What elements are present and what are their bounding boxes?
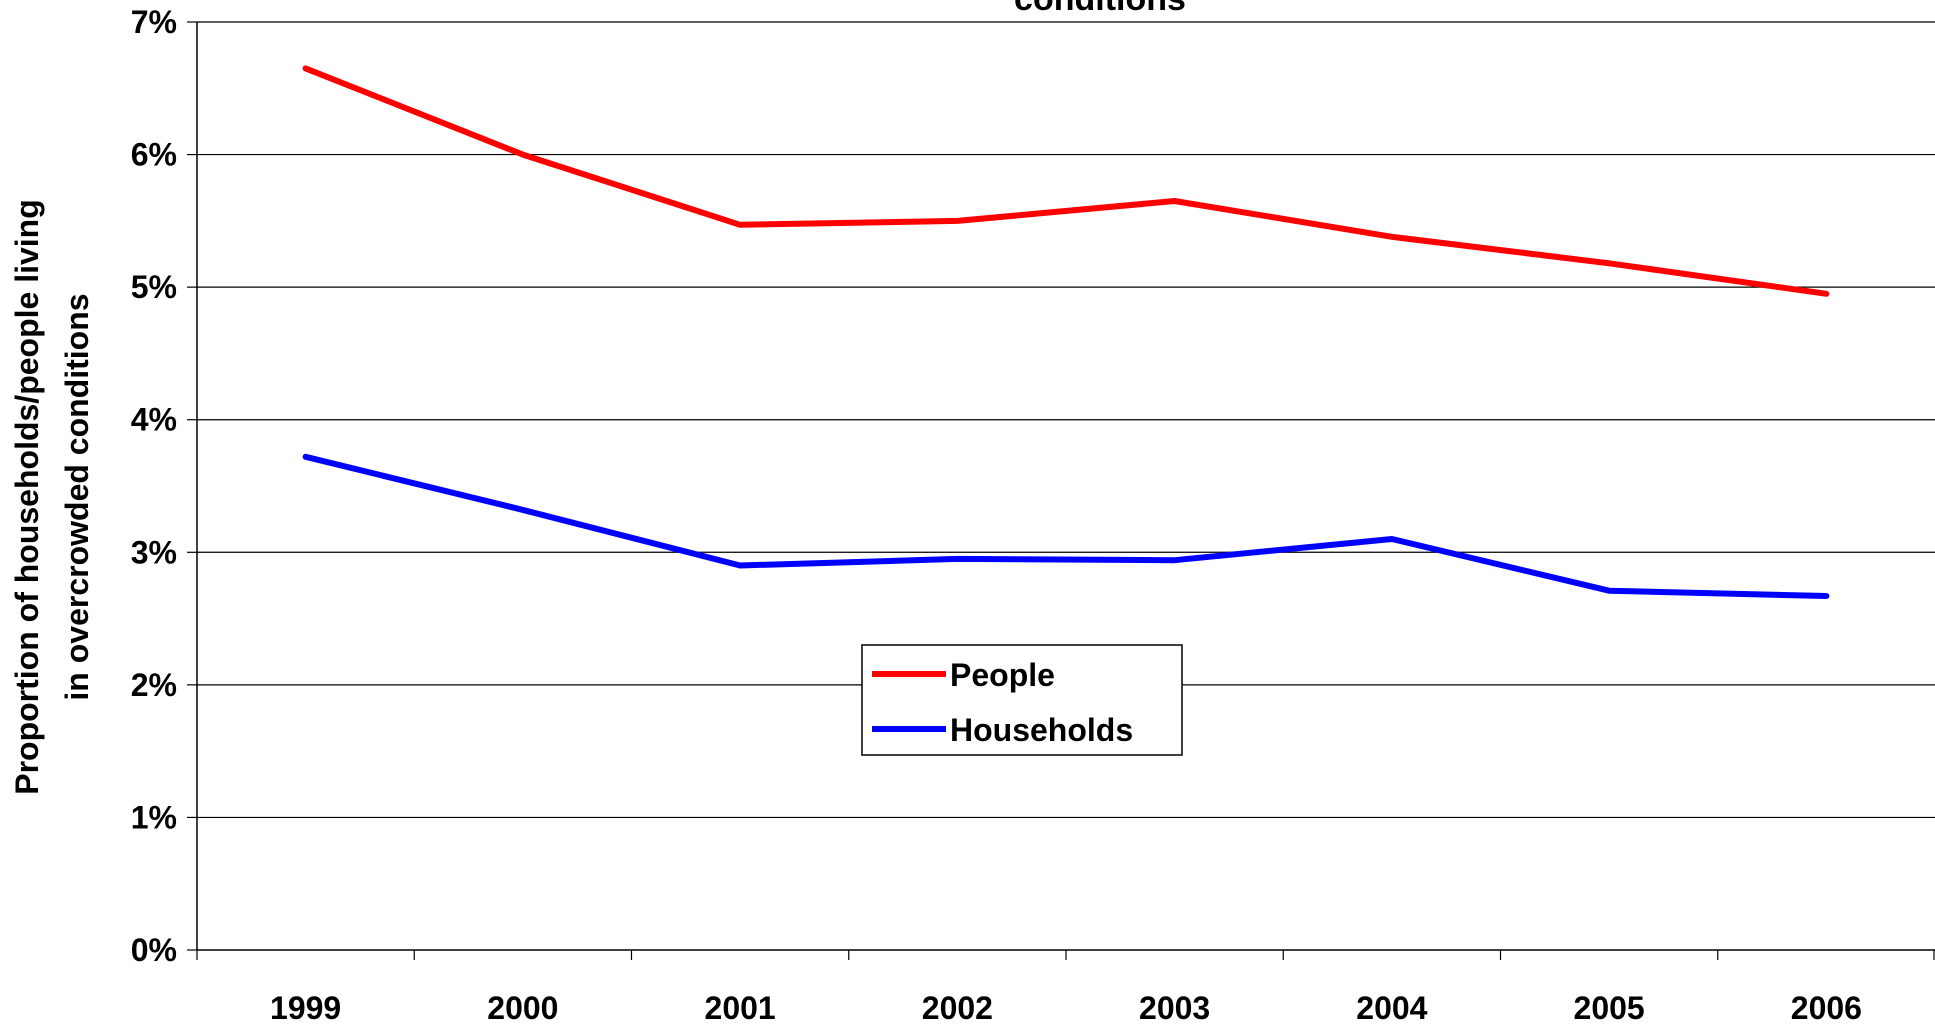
x-tick-label: 2003 — [1139, 990, 1210, 1026]
series-line-people — [302, 65, 1830, 297]
legend-label-people: People — [950, 657, 1055, 693]
x-tick-label: 2006 — [1791, 990, 1862, 1026]
x-tick-label: 2002 — [922, 990, 993, 1026]
x-tick-label: 1999 — [270, 990, 341, 1026]
y-tick-label: 0% — [131, 932, 177, 968]
series-line-households — [302, 453, 1830, 599]
y-axis-label-line-2: in overcrowded conditions — [59, 293, 95, 700]
axes — [196, 22, 1935, 951]
x-tick-label: 2004 — [1356, 990, 1427, 1026]
gridlines — [197, 21, 1935, 819]
chart-title: conditions — [1014, 0, 1186, 18]
legend-label-households: Households — [950, 712, 1133, 748]
y-tick-label: 6% — [131, 137, 177, 173]
y-tick-label: 7% — [131, 4, 177, 40]
x-tick-label: 2000 — [487, 990, 558, 1026]
y-axis-ticks: 0% 1% 2% 3% 4% 5% 6% 7% — [131, 4, 197, 968]
y-tick-label: 4% — [131, 402, 177, 438]
y-tick-label: 1% — [131, 799, 177, 835]
y-axis-label-line-1: Proportion of households/people living — [9, 199, 45, 795]
y-tick-label: 3% — [131, 534, 177, 570]
x-tick-label: 2001 — [705, 990, 776, 1026]
legend-box — [861, 644, 1183, 756]
y-tick-label: 2% — [131, 667, 177, 703]
legend: People Households — [861, 644, 1183, 756]
y-tick-label: 5% — [131, 269, 177, 305]
series-lines — [302, 65, 1830, 599]
x-axis-ticks: 1999 2000 2001 2002 2003 2004 2005 2006 — [196, 950, 1935, 1026]
x-tick-label: 2005 — [1574, 990, 1645, 1026]
